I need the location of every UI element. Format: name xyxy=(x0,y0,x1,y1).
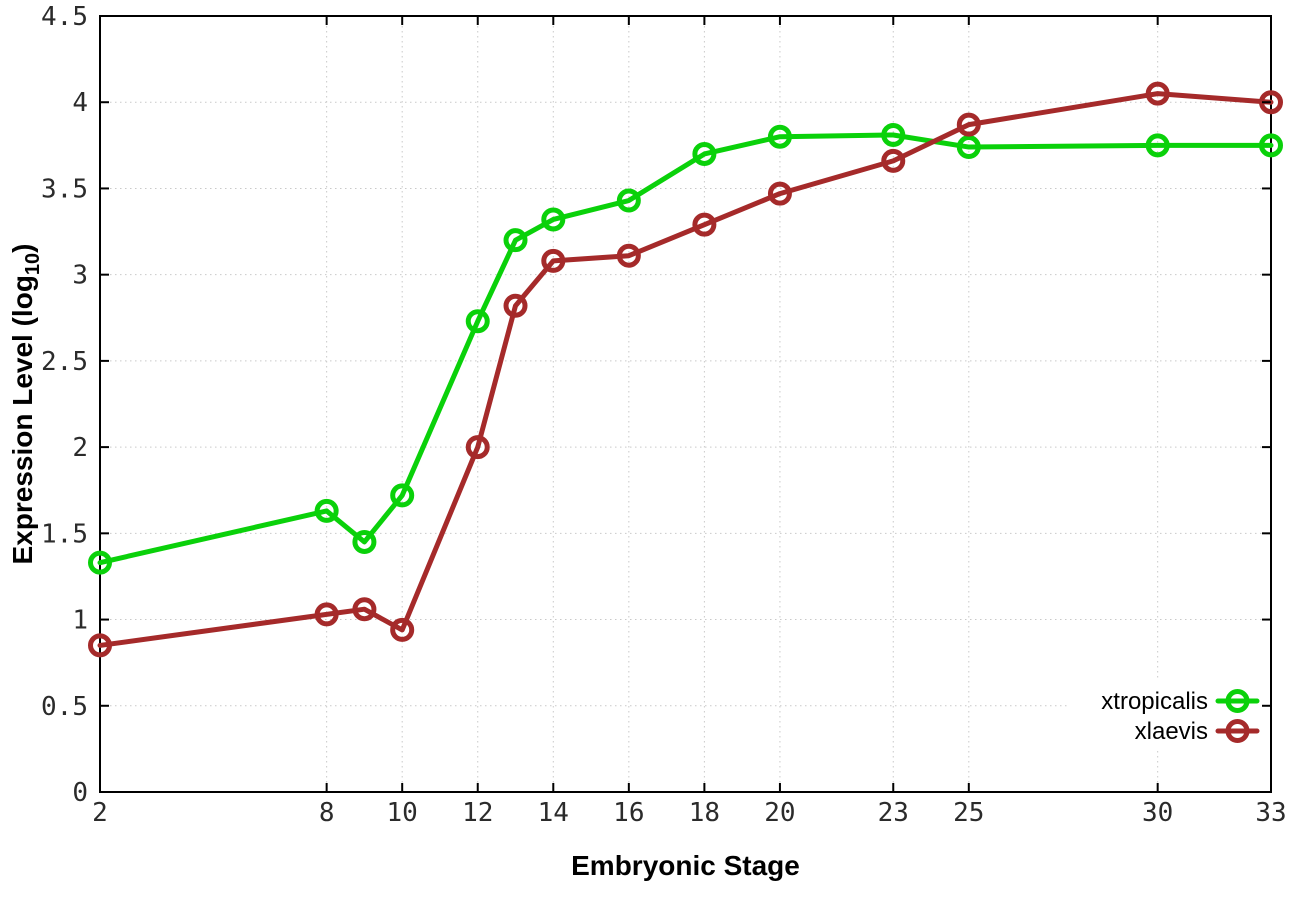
data-point-xlaevis-stage-30 xyxy=(1145,81,1170,106)
y-tick-label: 0 xyxy=(72,778,88,808)
x-tick-label: 23 xyxy=(878,798,909,828)
grid xyxy=(100,16,1271,792)
data-point-xlaevis-stage-16 xyxy=(616,243,641,268)
y-tick-label: 2.5 xyxy=(41,347,88,377)
legend-sample-marker-xlaevis xyxy=(1225,719,1250,743)
legend: xtropicalis xlaevis xyxy=(1101,688,1260,745)
data-point-xtropicalis-stage-8 xyxy=(314,498,339,523)
data-point-xlaevis-stage-18 xyxy=(692,212,717,237)
data-point-xtropicalis-stage-18 xyxy=(692,141,717,166)
y-tick-label: 1.5 xyxy=(41,519,88,549)
data-point-xlaevis-stage-20 xyxy=(767,181,792,206)
plot-border xyxy=(99,15,1272,793)
data-point-xtropicalis-stage-20 xyxy=(767,124,792,149)
data-point-xtropicalis-stage-12 xyxy=(465,309,490,334)
y-tick-label: 4.5 xyxy=(41,2,88,32)
y-tick-label: 4 xyxy=(72,88,88,118)
x-axis-label: Embryonic Stage xyxy=(571,850,800,881)
data-point-xtropicalis-stage-33 xyxy=(1259,133,1283,158)
data-point-xtropicalis-stage-25 xyxy=(956,135,981,160)
data-point-xtropicalis-stage-13 xyxy=(503,228,528,253)
x-tick-label: 10 xyxy=(387,798,418,828)
y-tick-label: 0.5 xyxy=(41,692,88,722)
data-point-xlaevis-stage-23 xyxy=(881,148,906,173)
series-line-xtropicalis xyxy=(97,132,1274,566)
legend-sample-marker-xtropicalis xyxy=(1225,689,1250,713)
data-point-xtropicalis-stage-2 xyxy=(88,550,112,575)
data-point-xlaevis-stage-12 xyxy=(465,435,490,460)
y-axis-label: Expression Level (log10) xyxy=(7,244,44,565)
x-tick-label: 30 xyxy=(1142,798,1173,828)
y-tick-label: 3.5 xyxy=(41,174,88,204)
x-tick-label: 12 xyxy=(462,798,493,828)
x-tick-label: 18 xyxy=(689,798,720,828)
y-tick-label: 3 xyxy=(72,261,88,291)
data-point-xtropicalis-stage-16 xyxy=(616,188,641,213)
legend-label-xlaevis: xlaevis xyxy=(1135,718,1208,745)
data-point-xlaevis-stage-33 xyxy=(1259,90,1283,115)
tick-labels: 2 8 10 12 14 16 18 20 23 25 30 33 0 0.5 1 1.5 2 2.5 3 3.5 4 4… xyxy=(41,2,1287,828)
data-point-xtropicalis-stage-14 xyxy=(541,207,566,232)
series-line-xlaevis xyxy=(97,91,1274,648)
data-point-xtropicalis-stage-10 xyxy=(390,483,415,508)
data-point-xlaevis-stage-25 xyxy=(956,112,981,137)
y-tick-label: 1 xyxy=(72,606,88,636)
data-point-xlaevis-stage-2 xyxy=(88,633,112,658)
data-point-xlaevis-stage-13 xyxy=(503,293,528,318)
data-point-xlaevis-stage-8 xyxy=(314,602,339,627)
data-point-xtropicalis-stage-9 xyxy=(352,529,377,554)
data-point-xlaevis-stage-10 xyxy=(390,617,415,642)
data-point-xlaevis-stage-14 xyxy=(541,248,566,273)
data-point-xlaevis-stage-9 xyxy=(352,597,377,622)
x-tick-label: 8 xyxy=(319,798,335,828)
data-point-xtropicalis-stage-30 xyxy=(1145,133,1170,158)
series-xlaevis xyxy=(88,81,1283,658)
x-tick-label: 14 xyxy=(538,798,569,828)
x-tick-label: 2 xyxy=(92,798,108,828)
x-tick-label: 16 xyxy=(613,798,644,828)
y-tick-label: 2 xyxy=(72,433,88,463)
series-xtropicalis xyxy=(88,122,1283,575)
legend-label-xtropicalis: xtropicalis xyxy=(1101,688,1208,715)
x-tick-label: 25 xyxy=(953,798,984,828)
axis-ticks xyxy=(99,15,1272,793)
data-point-xtropicalis-stage-23 xyxy=(881,122,906,147)
x-tick-label: 20 xyxy=(764,798,795,828)
x-tick-label: 33 xyxy=(1255,798,1286,828)
